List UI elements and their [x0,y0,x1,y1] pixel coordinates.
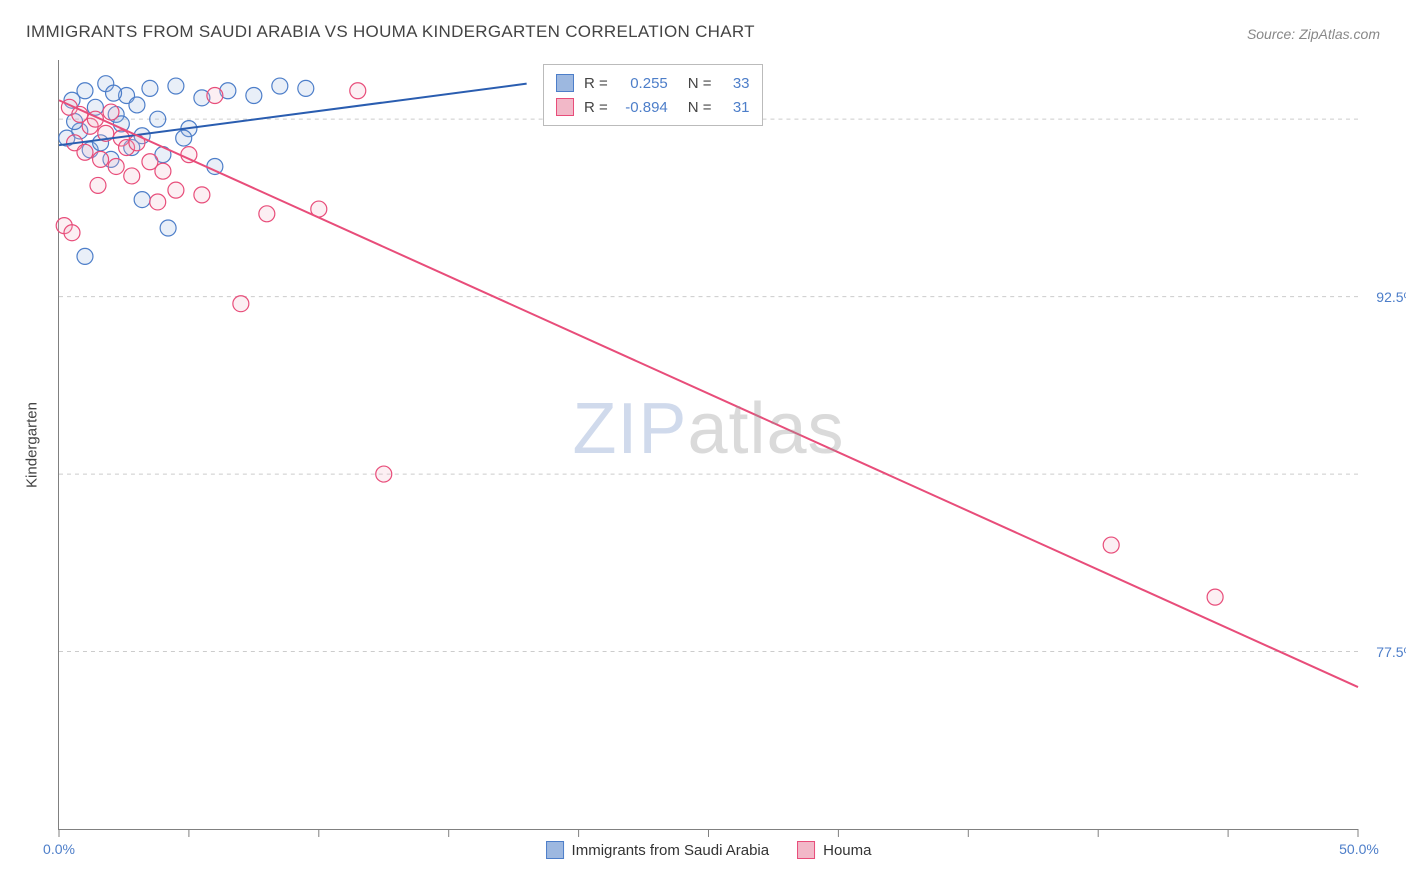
data-point [150,194,166,210]
y-tick-label: 77.5% [1362,644,1406,660]
data-point [194,187,210,203]
stats-r-label: R = [584,75,608,92]
data-point [134,192,150,208]
data-point [90,177,106,193]
stats-row: R = 0.255 N = 33 [556,71,750,95]
stats-n-value: 33 [722,75,750,92]
data-point [155,163,171,179]
chart-svg [59,60,1358,829]
stats-r-value: 0.255 [618,75,668,92]
data-point [181,147,197,163]
stats-r-value: -0.894 [618,99,668,116]
data-point [106,85,122,101]
data-point [376,466,392,482]
legend-swatch [546,841,564,859]
legend-swatch [556,98,574,116]
legend-item: Houma [797,841,871,859]
data-point [103,104,119,120]
legend-swatch [797,841,815,859]
legend-label: Immigrants from Saudi Arabia [572,842,770,859]
regression-line [59,100,1358,687]
data-point [233,296,249,312]
bottom-legend: Immigrants from Saudi Arabia Houma [546,841,872,859]
legend-swatch [556,74,574,92]
y-tick-label: 92.5% [1362,289,1406,305]
x-tick-label: 50.0% [1339,841,1379,857]
data-point [350,83,366,99]
data-point [64,225,80,241]
data-point [77,83,93,99]
data-point [298,80,314,96]
stats-n-value: 31 [722,99,750,116]
data-point [108,158,124,174]
data-point [150,111,166,127]
stats-row: R = -0.894 N = 31 [556,95,750,119]
data-point [93,151,109,167]
data-point [77,248,93,264]
data-point [129,97,145,113]
x-tick-label: 0.0% [43,841,75,857]
data-point [207,88,223,104]
data-point [124,168,140,184]
data-point [142,80,158,96]
data-point [168,182,184,198]
data-point [160,220,176,236]
data-point [207,158,223,174]
data-point [246,88,262,104]
chart-title: IMMIGRANTS FROM SAUDI ARABIA VS HOUMA KI… [26,22,755,42]
stats-legend-box: R = 0.255 N = 33 R = -0.894 N = 31 [543,64,763,126]
data-point [259,206,275,222]
data-point [272,78,288,94]
y-axis-label: Kindergarten [24,402,41,488]
legend-item: Immigrants from Saudi Arabia [546,841,770,859]
data-point [77,144,93,160]
stats-r-label: R = [584,99,608,116]
stats-n-label: N = [688,99,712,116]
stats-n-label: N = [688,75,712,92]
data-point [1103,537,1119,553]
data-point [176,130,192,146]
data-point [168,78,184,94]
plot-area: ZIPatlas 77.5%92.5% 0.0%50.0% R =0.255N … [58,60,1358,830]
source-label: Source: ZipAtlas.com [1247,26,1380,42]
data-point [1207,589,1223,605]
legend-label: Houma [823,842,871,859]
